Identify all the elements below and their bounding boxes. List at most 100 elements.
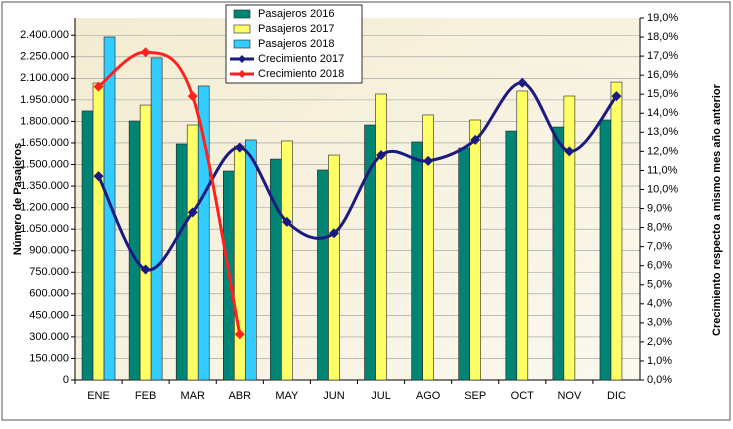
marker — [93, 171, 104, 182]
marker — [234, 142, 245, 153]
y2-tick-label: 11,0% — [647, 164, 678, 176]
y2-tick-label: 2,0% — [647, 336, 672, 348]
y-tick-label: 2.250.000 — [20, 51, 69, 63]
bar — [270, 158, 282, 381]
y2-tick-label: 16,0% — [647, 69, 678, 81]
y2-tick-label: 0,0% — [647, 374, 672, 386]
x-tick-label: MAY — [275, 390, 299, 402]
legend-label: Crecimiento 2017 — [258, 53, 344, 65]
bar — [505, 130, 518, 381]
marker — [140, 47, 151, 58]
legend-label: Crecimiento 2018 — [258, 68, 344, 80]
y-tick-label: 600.000 — [29, 288, 69, 300]
y2-tick-label: 5,0% — [647, 279, 672, 291]
x-tick-label: JUN — [323, 390, 344, 402]
x-tick-label: FEB — [135, 390, 156, 402]
legend-swatch — [233, 9, 251, 19]
bar — [328, 154, 340, 381]
marker — [93, 81, 104, 92]
marker — [517, 77, 528, 88]
y-tick-label: 1.650.000 — [20, 137, 69, 149]
bar — [411, 141, 423, 381]
y-tick-label: 1.500.000 — [20, 158, 69, 170]
y-tick-label: 1.200.000 — [20, 202, 69, 214]
y-tick-label: 1.050.000 — [20, 223, 69, 235]
y2-tick-label: 17,0% — [647, 50, 678, 62]
y2-tick-label: 1,0% — [647, 355, 672, 367]
line — [97, 50, 242, 335]
x-tick-label: JUL — [371, 390, 391, 402]
bar — [317, 169, 329, 381]
bar — [458, 147, 471, 381]
bar — [139, 104, 152, 381]
x-tick-label: NOV — [557, 390, 582, 402]
marker — [564, 146, 575, 157]
x-tick-label: ENE — [87, 390, 110, 402]
bar — [599, 119, 612, 381]
y-tick-label: 450.000 — [29, 309, 69, 321]
bar — [422, 114, 434, 381]
x-tick-label: AGO — [416, 390, 441, 402]
bar — [516, 90, 529, 381]
marker — [187, 91, 198, 102]
y-tick-label: 750.000 — [29, 266, 69, 278]
legend-label: Pasajeros 2018 — [258, 38, 334, 50]
legend-label: Pasajeros 2017 — [258, 23, 334, 35]
marker — [423, 155, 434, 166]
marker — [140, 264, 151, 275]
y-tick-label: 1.350.000 — [20, 180, 69, 192]
x-tick-label: ABR — [228, 390, 251, 402]
bar — [103, 36, 116, 381]
y-tick-label: 900.000 — [29, 245, 69, 257]
y2-tick-label: 6,0% — [647, 260, 672, 272]
x-tick-label: SEP — [464, 390, 486, 402]
bar — [469, 119, 482, 381]
y-tick-label: 2.400.000 — [20, 29, 69, 41]
y2-tick-label: 13,0% — [647, 126, 678, 138]
bar — [375, 93, 387, 381]
bar — [175, 143, 188, 381]
bar — [150, 57, 163, 381]
marker — [470, 134, 481, 145]
legend-swatch — [233, 24, 251, 34]
y2-tick-label: 10,0% — [647, 183, 678, 195]
marker — [187, 207, 198, 218]
x-tick-label: MAR — [180, 390, 205, 402]
legend-swatch — [233, 39, 251, 49]
y2-tick-label: 3,0% — [647, 317, 672, 329]
bar — [281, 140, 293, 381]
line — [97, 81, 618, 272]
y2-tick-label: 18,0% — [647, 31, 678, 43]
y2-tick-label: 19,0% — [647, 12, 678, 24]
y-tick-label: 2.100.000 — [20, 72, 69, 84]
marker — [234, 329, 245, 340]
y-tick-label: 1.950.000 — [20, 94, 69, 106]
bar — [92, 82, 105, 381]
marker — [376, 150, 387, 161]
y2-tick-label: 12,0% — [647, 145, 678, 157]
x-tick-label: DIC — [607, 390, 626, 402]
y-tick-label: 150.000 — [29, 352, 69, 364]
bar — [197, 85, 210, 381]
bar — [81, 110, 94, 381]
y2-tick-label: 8,0% — [647, 221, 672, 233]
y2-axis-title: Crecimiento respecto a mismo mes año ant… — [711, 83, 723, 336]
y-tick-label: 1.800.000 — [20, 115, 69, 127]
bar — [244, 139, 257, 381]
marker — [328, 228, 339, 239]
y2-tick-label: 9,0% — [647, 202, 672, 214]
y-tick-label: 0 — [63, 374, 69, 386]
legend-label: Pasajeros 2016 — [258, 8, 334, 20]
bar — [552, 126, 565, 381]
legend: Pasajeros 2016 Pasajeros 2017 Pasajeros 20… — [225, 4, 363, 84]
y2-tick-label: 14,0% — [647, 107, 678, 119]
y2-tick-label: 7,0% — [647, 241, 672, 253]
bar — [233, 145, 246, 381]
y2-tick-label: 15,0% — [647, 88, 678, 100]
legend-marker — [238, 55, 246, 63]
y-axis-title: Número de Pasajeros — [12, 143, 24, 256]
y-tick-label: 300.000 — [29, 331, 69, 343]
y2-tick-label: 4,0% — [647, 298, 672, 310]
marker — [281, 216, 292, 227]
